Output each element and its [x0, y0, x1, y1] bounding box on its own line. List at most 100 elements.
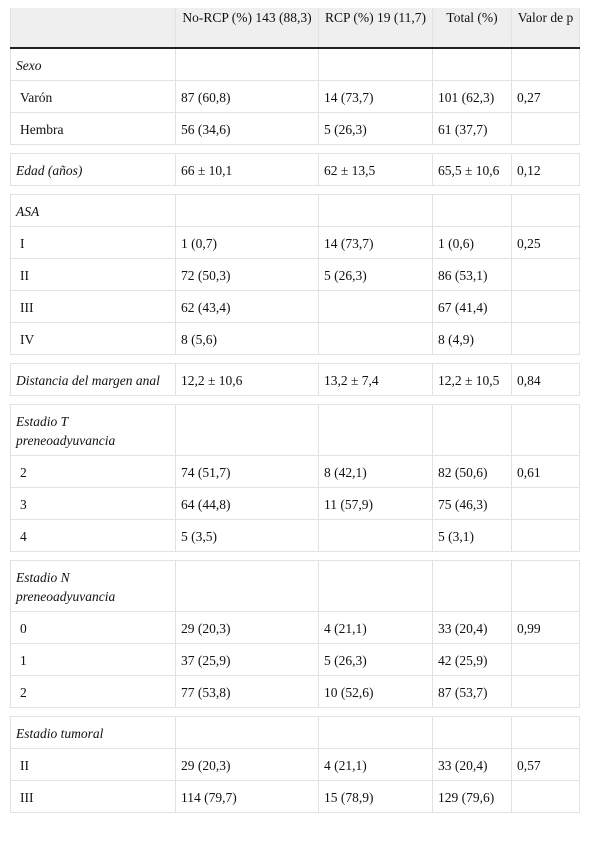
- section-row: Estadio T preneoadyuvancia: [10, 404, 580, 456]
- cell: [318, 290, 433, 323]
- spacer-cell: [511, 395, 580, 405]
- data-row: 2 77 (53,8) 10 (52,6) 87 (53,7): [10, 675, 580, 708]
- data-row: II 72 (50,3) 5 (26,3) 86 (53,1): [10, 258, 580, 291]
- cell: 5 (3,1): [432, 519, 512, 552]
- spacer-cell: [432, 354, 512, 364]
- section-row: Estadio tumoral: [10, 716, 580, 749]
- cell: 14 (73,7): [318, 226, 433, 259]
- cell: [432, 716, 512, 749]
- section-title: Sexo: [10, 47, 176, 81]
- spacer-cell: [318, 185, 433, 195]
- cell: 64 (44,8): [175, 487, 319, 520]
- spacer-row: [10, 551, 580, 561]
- cell: 0,99: [511, 611, 580, 644]
- cell: 5 (26,3): [318, 643, 433, 676]
- cell: [318, 194, 433, 227]
- spacer-cell: [10, 551, 176, 561]
- row-label: Varón: [10, 80, 176, 113]
- cell: 15 (78,9): [318, 780, 433, 813]
- spacer-cell: [175, 185, 319, 195]
- data-row: II 29 (20,3) 4 (21,1) 33 (20,4) 0,57: [10, 748, 580, 781]
- spacer-cell: [511, 707, 580, 717]
- cell: 77 (53,8): [175, 675, 319, 708]
- cell: 62 (43,4): [175, 290, 319, 323]
- cell: 1 (0,6): [432, 226, 512, 259]
- cell: 33 (20,4): [432, 748, 512, 781]
- cell: [175, 47, 319, 81]
- cell: [318, 560, 433, 612]
- data-row: 0 29 (20,3) 4 (21,1) 33 (20,4) 0,99: [10, 611, 580, 644]
- spacer-row: [10, 185, 580, 195]
- cell: 0,57: [511, 748, 580, 781]
- cell: 8 (42,1): [318, 455, 433, 488]
- data-row: III 62 (43,4) 67 (41,4): [10, 290, 580, 323]
- cell: [511, 780, 580, 813]
- section-title: Edad (años): [10, 153, 176, 186]
- cell: 11 (57,9): [318, 487, 433, 520]
- cell: [175, 560, 319, 612]
- cell: 75 (46,3): [432, 487, 512, 520]
- spacer-cell: [175, 144, 319, 154]
- data-row: 1 37 (25,9) 5 (26,3) 42 (25,9): [10, 643, 580, 676]
- cell: 4 (21,1): [318, 748, 433, 781]
- cell: 29 (20,3): [175, 748, 319, 781]
- spacer-cell: [10, 185, 176, 195]
- row-label: 2: [10, 455, 176, 488]
- cell: 87 (53,7): [432, 675, 512, 708]
- cell: 5 (26,3): [318, 112, 433, 145]
- spacer-cell: [175, 551, 319, 561]
- header-cell: No-RCP (%) 143 (88,3): [175, 8, 319, 49]
- section-title: Estadio T preneoadyuvancia: [10, 404, 176, 456]
- cell: 5 (3,5): [175, 519, 319, 552]
- cell: 37 (25,9): [175, 643, 319, 676]
- cell: [511, 560, 580, 612]
- section-row: Estadio N preneoadyuvancia: [10, 560, 580, 612]
- cell: [318, 47, 433, 81]
- cell: 114 (79,7): [175, 780, 319, 813]
- row-label: I: [10, 226, 176, 259]
- cell: 56 (34,6): [175, 112, 319, 145]
- row-label: III: [10, 780, 176, 813]
- header-cell: RCP (%) 19 (11,7): [318, 8, 433, 49]
- spacer-cell: [10, 707, 176, 717]
- cell: [511, 290, 580, 323]
- spacer-row: [10, 707, 580, 717]
- spacer-cell: [432, 551, 512, 561]
- data-row: IV 8 (5,6) 8 (4,9): [10, 322, 580, 355]
- cell: [175, 716, 319, 749]
- cell: 0,12: [511, 153, 580, 186]
- row-label: II: [10, 748, 176, 781]
- cell: 33 (20,4): [432, 611, 512, 644]
- cell: [175, 194, 319, 227]
- cell: [432, 404, 512, 456]
- cell: [511, 643, 580, 676]
- header-cell: [10, 8, 176, 49]
- spacer-row: [10, 354, 580, 364]
- cell: 5 (26,3): [318, 258, 433, 291]
- cell: 87 (60,8): [175, 80, 319, 113]
- cell: 42 (25,9): [432, 643, 512, 676]
- cell: 86 (53,1): [432, 258, 512, 291]
- section-title: ASA: [10, 194, 176, 227]
- spacer-cell: [175, 395, 319, 405]
- cell: 0,61: [511, 455, 580, 488]
- cell: 29 (20,3): [175, 611, 319, 644]
- cell: [318, 716, 433, 749]
- row-label: II: [10, 258, 176, 291]
- cell: 74 (51,7): [175, 455, 319, 488]
- cell: 8 (4,9): [432, 322, 512, 355]
- cell: 0,84: [511, 363, 580, 396]
- row-label: Hembra: [10, 112, 176, 145]
- spacer-cell: [511, 185, 580, 195]
- cell: [318, 519, 433, 552]
- row-label: III: [10, 290, 176, 323]
- data-row: 2 74 (51,7) 8 (42,1) 82 (50,6) 0,61: [10, 455, 580, 488]
- cell: 8 (5,6): [175, 322, 319, 355]
- cell: [511, 322, 580, 355]
- spacer-cell: [175, 354, 319, 364]
- row-label: 4: [10, 519, 176, 552]
- cell: 82 (50,6): [432, 455, 512, 488]
